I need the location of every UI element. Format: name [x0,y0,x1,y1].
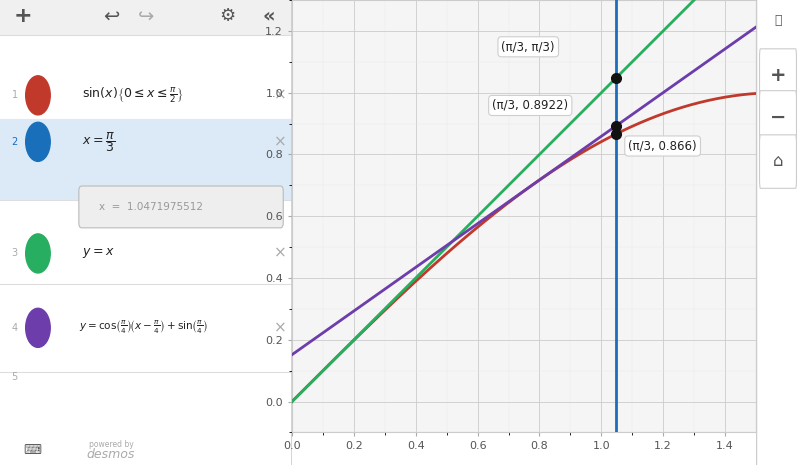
Text: −: − [770,108,786,126]
Circle shape [26,76,50,115]
FancyBboxPatch shape [759,49,797,102]
Text: 1: 1 [12,90,18,100]
Circle shape [26,122,50,161]
Text: +: + [14,6,33,27]
FancyBboxPatch shape [79,186,283,228]
Text: 🔧: 🔧 [774,14,782,27]
Text: ↩: ↩ [102,7,119,26]
Text: ×: × [274,246,286,261]
Text: ×: × [274,134,286,149]
Text: desmos: desmos [86,448,135,461]
Text: (π/3, 0.8922): (π/3, 0.8922) [492,99,568,112]
Text: ×: × [274,88,286,103]
FancyBboxPatch shape [0,0,292,35]
FancyBboxPatch shape [0,119,292,200]
Circle shape [26,234,50,273]
Text: 2: 2 [12,137,18,147]
Text: powered by: powered by [89,439,134,449]
FancyBboxPatch shape [759,91,797,144]
Text: $\sin(x)\left\{0\leq x\leq\frac{\pi}{2}\right\}$: $\sin(x)\left\{0\leq x\leq\frac{\pi}{2}\… [82,86,183,105]
Text: ⌨: ⌨ [23,444,41,457]
FancyBboxPatch shape [759,135,797,188]
Text: x  =  1.0471975512: x = 1.0471975512 [99,202,203,212]
Text: (π/3, 0.866): (π/3, 0.866) [628,140,697,153]
Text: (π/3, π/3): (π/3, π/3) [502,40,555,53]
Text: $y=\cos\!\left(\frac{\pi}{4}\right)\!\left(x-\frac{\pi}{4}\right)+\sin\!\left(\f: $y=\cos\!\left(\frac{\pi}{4}\right)\!\le… [79,319,208,336]
Text: «: « [262,7,275,26]
Text: +: + [770,66,786,85]
Text: 5: 5 [12,372,18,382]
Text: $x = \dfrac{\pi}{3}$: $x = \dfrac{\pi}{3}$ [82,130,114,154]
Text: ×: × [274,320,286,335]
Text: 4: 4 [12,323,18,333]
Circle shape [26,308,50,347]
Text: $y = x$: $y = x$ [82,246,114,260]
Text: ⌂: ⌂ [773,153,783,170]
Text: 3: 3 [12,248,18,259]
Text: ↪: ↪ [138,7,154,26]
Text: ⚙: ⚙ [220,7,236,25]
